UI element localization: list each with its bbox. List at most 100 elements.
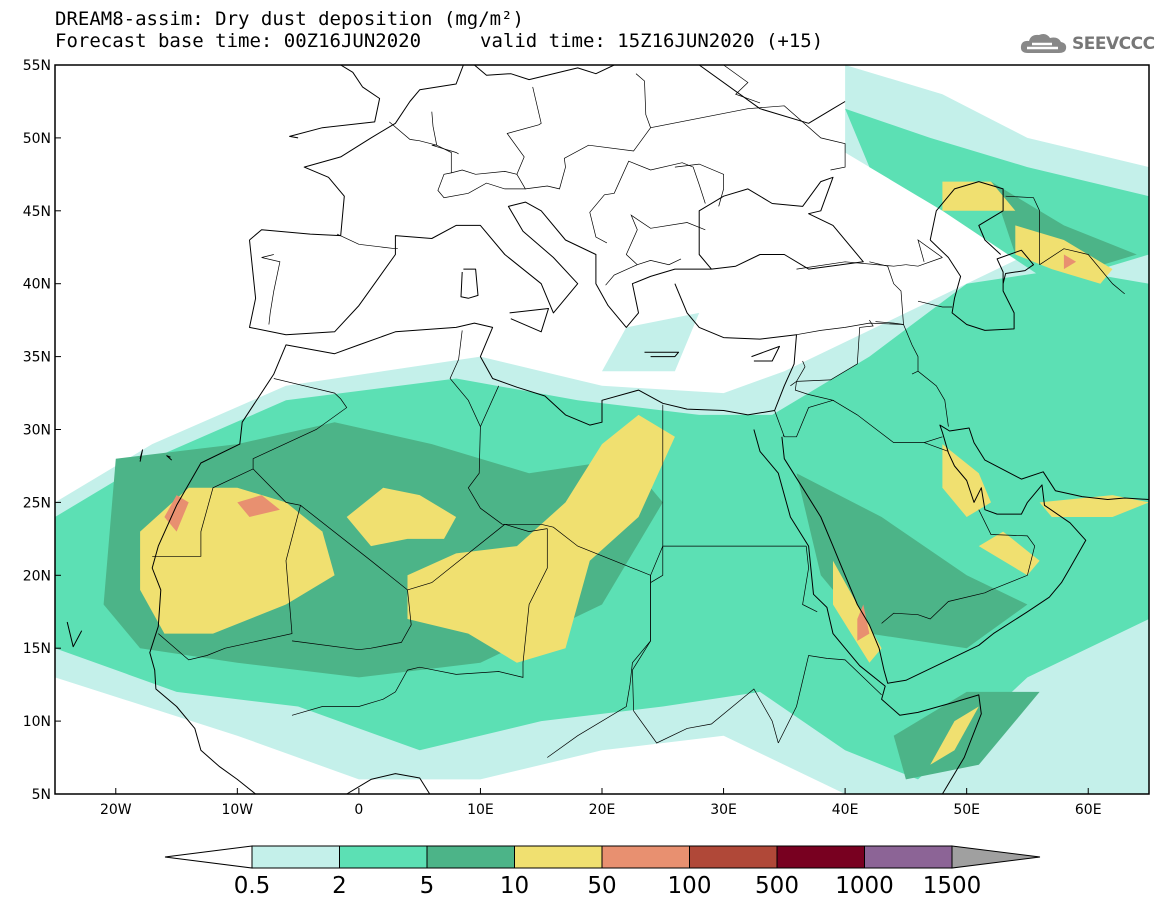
coastline [139,449,143,462]
dust-fields [55,65,1149,794]
colorbar-label: 5 [420,873,435,899]
forecast-base-time: Forecast base time: 00Z16JUN2020 [55,30,422,52]
colorbar-swatch [601,845,690,869]
lat-tick-label: 25N [23,495,51,511]
lat-tick-label: 10N [23,714,51,730]
country-border [923,442,949,452]
country-border [796,261,906,270]
country-border [905,257,943,267]
lon-tick-label: 0 [354,802,363,818]
lat-tick-label: 15N [23,641,51,657]
coastline [929,181,1004,255]
country-border [261,254,281,325]
country-border [291,528,548,716]
colorbar-swatch [864,845,953,869]
colorbar-swatch [776,845,865,869]
seevccc-logo: SEEVCCC [1018,26,1158,62]
country-border [911,370,919,375]
country-border [152,378,348,557]
country-border [291,505,412,651]
lon-tick-label: 20W [100,802,132,818]
coastline [166,455,173,461]
coastline [929,239,1034,331]
country-border [431,111,459,155]
country-border [389,121,452,173]
cloud-icon [1020,34,1067,53]
coastline [346,773,431,794]
dust-area-level-4 [407,414,675,663]
country-border [796,261,904,336]
coastline [289,65,381,139]
coastline [66,621,83,648]
lat-tick-label: 55N [23,58,51,74]
colorbar-label: 0.5 [234,873,271,899]
coastline [644,351,680,358]
longitude-axis: 20W 10W 0 10E 20E 30E 40E 50E 60E [100,788,1102,818]
lon-tick-label: 20E [589,802,616,818]
colorbar-label: 2 [332,873,347,899]
lat-tick-label: 40N [23,277,51,293]
country-border [480,385,500,427]
colorbar-label: 10 [500,873,529,899]
country-border [875,321,949,427]
lat-tick-label: 20N [23,568,51,584]
coastline [698,65,846,124]
coastline [149,283,797,794]
dust-area-level-4 [346,487,457,547]
colorbar-swatch [689,845,778,869]
country-border [796,319,874,382]
dust-area-level-4 [978,531,1040,576]
dust-area-level-5 [164,495,189,532]
colorbar-label: 500 [755,873,799,899]
lon-tick-label: 10E [467,802,494,818]
coastline [249,176,864,336]
lat-tick-label: 35N [23,350,51,366]
map-title: DREAM8-assim: Dry dust deposition (mg/m²… [55,8,524,30]
lat-tick-label: 45N [23,204,51,220]
dust-area-level-4 [942,181,1016,211]
country-border [723,65,761,104]
logo-text: SEEVCCC [1072,34,1155,54]
colorbar-over-arrow [951,845,1041,869]
country-border [158,468,301,661]
dust-area-level-5 [857,604,870,641]
dust-area-level-4 [930,706,979,765]
lat-tick-label: 30N [23,423,51,439]
colorbar-label: 1500 [923,873,982,899]
colorbar: 0.5 2 5 10 50 100 500 1000 1500 [164,845,1041,899]
coastline [509,308,549,333]
coastline [753,429,982,794]
dust-area-level-5 [1063,254,1077,270]
country-border [1005,195,1040,265]
lon-tick-label: 60E [1075,802,1102,818]
country-border [1039,248,1125,295]
colorbar-label: 1000 [835,873,894,899]
dust-area-level-5 [237,495,280,517]
dust-area-level-4 [1039,495,1149,517]
colorbar-swatch [426,845,515,869]
country-border [336,233,398,250]
country-border [632,545,779,744]
coastline [460,268,479,299]
country-borders [152,65,1125,758]
lon-tick-label: 30E [710,802,737,818]
country-border [625,214,706,265]
lon-tick-label: 50E [953,802,980,818]
lat-tick-label: 5N [32,787,51,803]
lon-tick-label: 40E [832,802,859,818]
country-border [917,239,943,262]
dust-area-level-3 [893,691,1040,780]
colorbar-label: 50 [587,873,616,899]
coastline [781,424,1149,684]
country-border [650,105,846,171]
colorbar-swatch [339,845,428,869]
dust-area-level-4 [140,487,335,634]
country-border [589,160,706,244]
dust-area-level-4 [833,560,882,663]
country-border [790,360,806,387]
lat-tick-label: 50N [23,131,51,147]
valid-time: valid time: 15Z16JUN2020 (+15) [480,30,824,52]
coastline [474,65,615,81]
country-border [832,399,943,443]
